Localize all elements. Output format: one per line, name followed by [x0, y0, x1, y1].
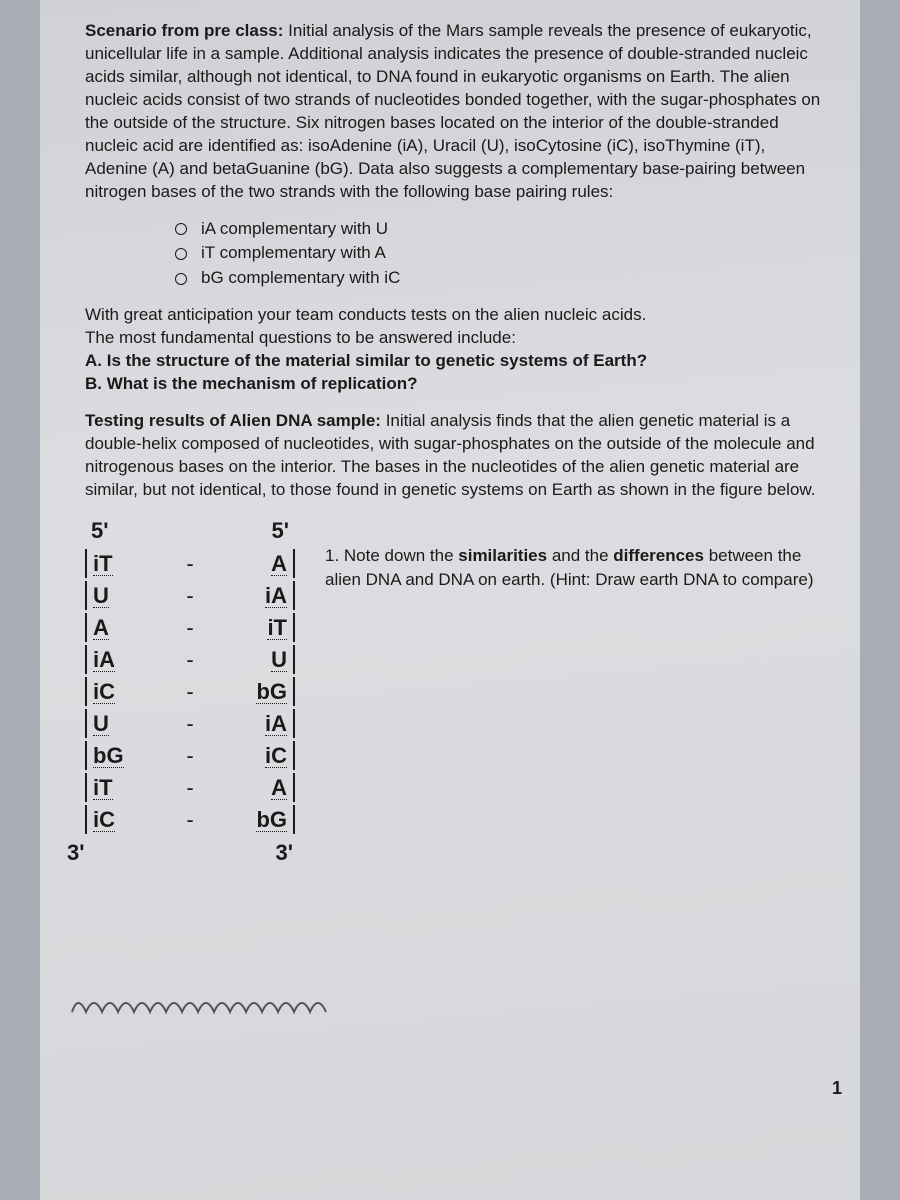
rule-row: bG complementary with iC	[175, 267, 825, 290]
strand-right-base: bG	[245, 677, 295, 707]
strand-row: U-iA	[85, 708, 295, 740]
strand-right-base: U	[245, 645, 295, 675]
scenario-paragraph: Scenario from pre class: Initial analysi…	[85, 20, 825, 204]
rule-row: iT complementary with A	[175, 242, 825, 265]
notebook-spiral-shadow	[70, 992, 330, 1020]
rule-text: bG complementary with iC	[201, 267, 400, 290]
strand-dash: -	[135, 581, 245, 611]
bullet-icon	[175, 248, 187, 260]
strand-row: iT-A	[85, 772, 295, 804]
strand-dash: -	[135, 549, 245, 579]
strand-row: U-iA	[85, 580, 295, 612]
strand-left-base: iA	[85, 645, 135, 675]
strand-left-base: U	[85, 709, 135, 739]
rule-text: iA complementary with U	[201, 218, 388, 241]
testing-lead: Testing results of Alien DNA sample:	[85, 411, 381, 430]
strand-left-base: iC	[85, 677, 135, 707]
rule-text: iT complementary with A	[201, 242, 386, 265]
strand-left-base: bG	[85, 741, 135, 771]
anticipation-line1: With great anticipation your team conduc…	[85, 304, 825, 327]
testing-paragraph: Testing results of Alien DNA sample: Ini…	[85, 410, 825, 502]
strand-left-base: iT	[85, 773, 135, 803]
question-1: 1. Note down the similarities and the di…	[325, 516, 825, 592]
bullet-icon	[175, 223, 187, 235]
strand-row: iC-bG	[85, 676, 295, 708]
questions-block: With great anticipation your team conduc…	[85, 304, 825, 396]
strand-row: iT-A	[85, 548, 295, 580]
strand-row: bG-iC	[85, 740, 295, 772]
strand-dash: -	[135, 645, 245, 675]
strand-right-base: A	[245, 773, 295, 803]
strand-body: iT-AU-iAA-iTiA-UiC-bGU-iAbG-iCiT-AiC-bG	[85, 548, 295, 836]
strand-left-base: iC	[85, 805, 135, 835]
q1-num: 1.	[325, 546, 344, 565]
strand-left-base: A	[85, 613, 135, 643]
three-prime-right: 3'	[276, 838, 293, 868]
strand-left-base: iT	[85, 549, 135, 579]
bullet-icon	[175, 273, 187, 285]
strand-right-base: A	[245, 549, 295, 579]
rule-row: iA complementary with U	[175, 218, 825, 241]
strand-dash: -	[135, 613, 245, 643]
scenario-body: Initial analysis of the Mars sample reve…	[85, 21, 820, 201]
strand-dash: -	[135, 677, 245, 707]
q1-bold-differences: differences	[613, 546, 704, 565]
five-prime-right: 5'	[272, 516, 289, 546]
strand-left-base: U	[85, 581, 135, 611]
strand-footer: 3' 3'	[67, 836, 299, 868]
page: Scenario from pre class: Initial analysi…	[40, 0, 860, 1200]
strand-dash: -	[135, 741, 245, 771]
question-b: B. What is the mechanism of replication?	[85, 373, 825, 396]
strand-right-base: iT	[245, 613, 295, 643]
page-number: 1	[832, 1076, 842, 1100]
strand-dash: -	[135, 709, 245, 739]
q1-pre: Note down the	[344, 546, 458, 565]
question-a: A. Is the structure of the material simi…	[85, 350, 825, 373]
strand-row: iC-bG	[85, 804, 295, 836]
strand-right-base: iC	[245, 741, 295, 771]
anticipation-line2: The most fundamental questions to be ans…	[85, 327, 825, 350]
scenario-lead: Scenario from pre class:	[85, 21, 283, 40]
strand-right-base: iA	[245, 581, 295, 611]
dna-strands-figure: 5' 5' iT-AU-iAA-iTiA-UiC-bGU-iAbG-iCiT-A…	[85, 516, 295, 867]
five-prime-left: 5'	[91, 516, 108, 546]
strand-right-base: iA	[245, 709, 295, 739]
pairing-rules: iA complementary with U iT complementary…	[175, 218, 825, 291]
strand-dash: -	[135, 805, 245, 835]
strand-row: A-iT	[85, 612, 295, 644]
strand-header: 5' 5'	[85, 516, 295, 548]
strand-right-base: bG	[245, 805, 295, 835]
strand-dash: -	[135, 773, 245, 803]
q1-bold-similarities: similarities	[458, 546, 547, 565]
bottom-layout: 5' 5' iT-AU-iAA-iTiA-UiC-bGU-iAbG-iCiT-A…	[85, 516, 825, 867]
q1-mid: and the	[547, 546, 613, 565]
three-prime-left: 3'	[67, 838, 84, 868]
strand-row: iA-U	[85, 644, 295, 676]
